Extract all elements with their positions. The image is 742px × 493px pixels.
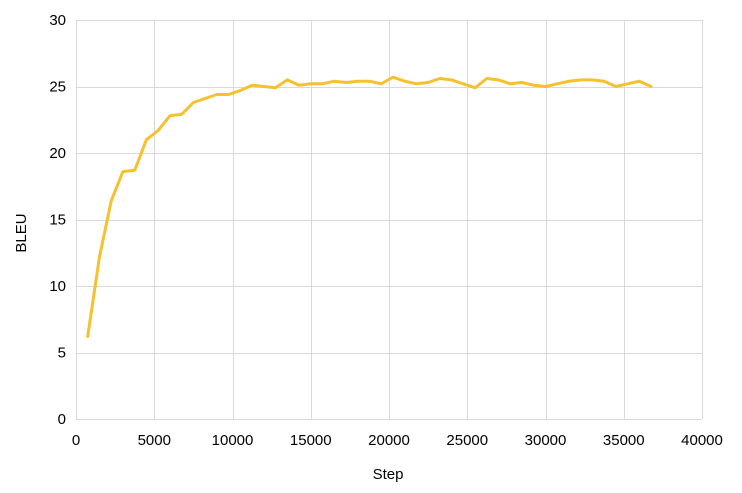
gridlines [76, 20, 703, 420]
y-tick-label: 10 [49, 278, 66, 295]
y-tick-label: 30 [49, 12, 66, 29]
x-tick-label: 10000 [212, 432, 254, 449]
x-tick-label: 35000 [603, 432, 645, 449]
y-tick-label: 0 [58, 411, 66, 428]
x-tick-label: 25000 [446, 432, 488, 449]
y-axis-title: BLEU [13, 213, 30, 252]
x-tick-label: 20000 [368, 432, 410, 449]
x-tick-label: 40000 [681, 432, 723, 449]
x-tick-label: 15000 [290, 432, 332, 449]
y-tick-label: 20 [49, 145, 66, 162]
y-tick-label: 5 [58, 345, 66, 362]
series-line [86, 75, 653, 338]
x-tick-label: 30000 [525, 432, 567, 449]
y-tick-label: 15 [49, 212, 66, 229]
x-tick-label: 5000 [138, 432, 171, 449]
y-tick-label: 25 [49, 79, 66, 96]
x-axis-title: Step [373, 466, 404, 483]
tick-labels: 0 5 10 15 20 25 30 0 5000 10000 15000 20000 25000 300… [49, 12, 723, 449]
series-layer [86, 75, 653, 338]
x-tick-label: 0 [72, 432, 80, 449]
